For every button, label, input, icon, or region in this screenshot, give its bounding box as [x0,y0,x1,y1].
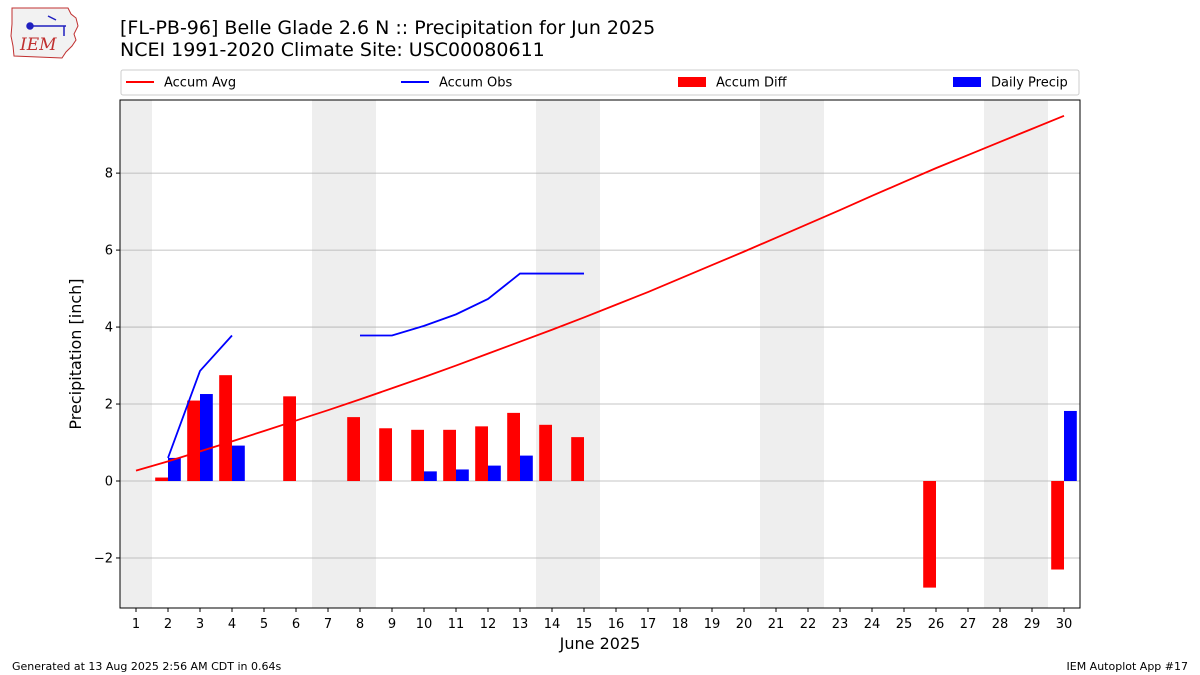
accum-diff-bar [443,429,456,481]
x-tick-label: 2 [164,617,172,632]
legend-accum-avg: Accum Avg [126,76,236,91]
x-tick-label: 12 [480,617,497,632]
accum-diff-bar [347,417,360,481]
x-tick-label: 22 [800,617,817,632]
x-tick-label: 15 [576,617,593,632]
daily-precip-bar [232,445,245,481]
accum-diff-bar [187,400,200,481]
plot-frame [119,99,1081,609]
x-tick-label: 29 [1024,617,1041,632]
legend-daily-precip-label: Daily Precip [991,76,1068,91]
x-tick-label: 27 [960,617,977,632]
legend-box [120,69,1080,96]
daily-precip-bar [1064,410,1077,481]
accum-diff-bar [923,481,936,588]
accum-diff-bar [475,426,488,481]
accum-diff-bar [379,428,392,481]
accum-diff-bar [571,437,584,481]
x-tick-label: 10 [416,617,433,632]
accum-obs-line [167,334,233,459]
accum-diff-bar [507,412,520,481]
y-tick-label: 8 [105,167,113,182]
legend-accum-obs-label: Accum Obs [439,76,512,91]
y-tick-label: 6 [105,244,113,259]
x-tick-label: 5 [260,617,268,632]
y-axis-label: Precipitation [inch] [66,278,85,429]
weekend-shade-band [312,100,376,608]
x-tick-label: 19 [704,617,721,632]
x-tick-label: 20 [736,617,753,632]
x-tick-label: 3 [196,617,204,632]
x-tick-label: 28 [992,617,1009,632]
accum-diff-bar [411,429,424,481]
x-tick-label: 14 [544,617,561,632]
x-tick-label: 18 [672,617,689,632]
accum-avg-line [135,114,1065,472]
x-tick-label: 17 [640,617,657,632]
iem-logo: IEM [10,7,79,59]
accum-diff-bar [219,375,232,481]
accum-diff-bar [539,424,552,481]
daily-precip-bar [520,455,533,481]
x-tick-label: 9 [388,617,396,632]
x-tick-label: 16 [608,617,625,632]
legend-daily-precip-swatch [953,77,981,87]
x-tick-label: 4 [228,617,236,632]
x-tick-label: 21 [768,617,785,632]
weekend-shade-band [760,100,824,608]
x-tick-label: 7 [324,617,332,632]
legend-accum-diff-label: Accum Diff [716,76,788,91]
x-tick-label: 25 [896,617,913,632]
daily-precip-bar [456,469,469,481]
legend-accum-avg-label: Accum Avg [164,76,236,91]
y-tick-label: 0 [105,475,113,490]
x-tick-label: 6 [292,617,300,632]
x-tick-label: 26 [928,617,945,632]
y-tick-label: 2 [105,398,113,413]
chart-title: [FL-PB-96] Belle Glade 2.6 N :: Precipit… [120,17,656,39]
accum-diff-bar [283,396,296,481]
x-tick-label: 13 [512,617,529,632]
chart-subtitle: NCEI 1991-2020 Climate Site: USC00080611 [120,39,545,61]
y-tick-label: −2 [94,551,113,566]
x-tick-label: 11 [448,617,465,632]
footer-generated: Generated at 13 Aug 2025 2:56 AM CDT in … [12,660,282,673]
footer-app: IEM Autoplot App #17 [1066,660,1189,673]
x-tick-label: 23 [832,617,849,632]
weekend-shading [120,100,1048,608]
daily-precip-bar [424,471,437,481]
x-axis-label: June 2025 [559,634,641,653]
legend-accum-obs: Accum Obs [401,76,512,91]
legend-daily-precip: Daily Precip [953,76,1068,91]
accum-diff-bar [1051,481,1064,570]
daily-precip-bar [488,465,501,481]
x-tick-label: 1 [132,617,140,632]
iowa-state-outline [10,7,79,59]
x-tick-label: 8 [356,617,364,632]
logo-text: IEM [19,35,57,55]
x-tick-label: 30 [1056,617,1073,632]
weekend-shade-band [984,100,1048,608]
weather-station-icon [26,15,66,36]
weekend-shade-band [120,100,152,608]
daily-precip-bar [200,394,213,481]
weekend-shade-band [536,100,600,608]
bar-marks [155,375,1077,588]
y-tick-label: 4 [105,321,113,336]
accum-obs-line [360,272,584,337]
title-block: [FL-PB-96] Belle Glade 2.6 N :: Precipit… [120,17,655,61]
daily-precip-bar [168,457,181,481]
line-marks [135,114,1065,472]
accum-diff-bar [155,477,168,481]
gridlines [120,172,1080,559]
x-tick-label: 24 [864,617,881,632]
legend: Accum Avg Accum Obs Accum Diff Daily Precip [120,69,1080,96]
legend-accum-diff-swatch [678,77,706,87]
legend-accum-diff: Accum Diff [678,76,788,91]
